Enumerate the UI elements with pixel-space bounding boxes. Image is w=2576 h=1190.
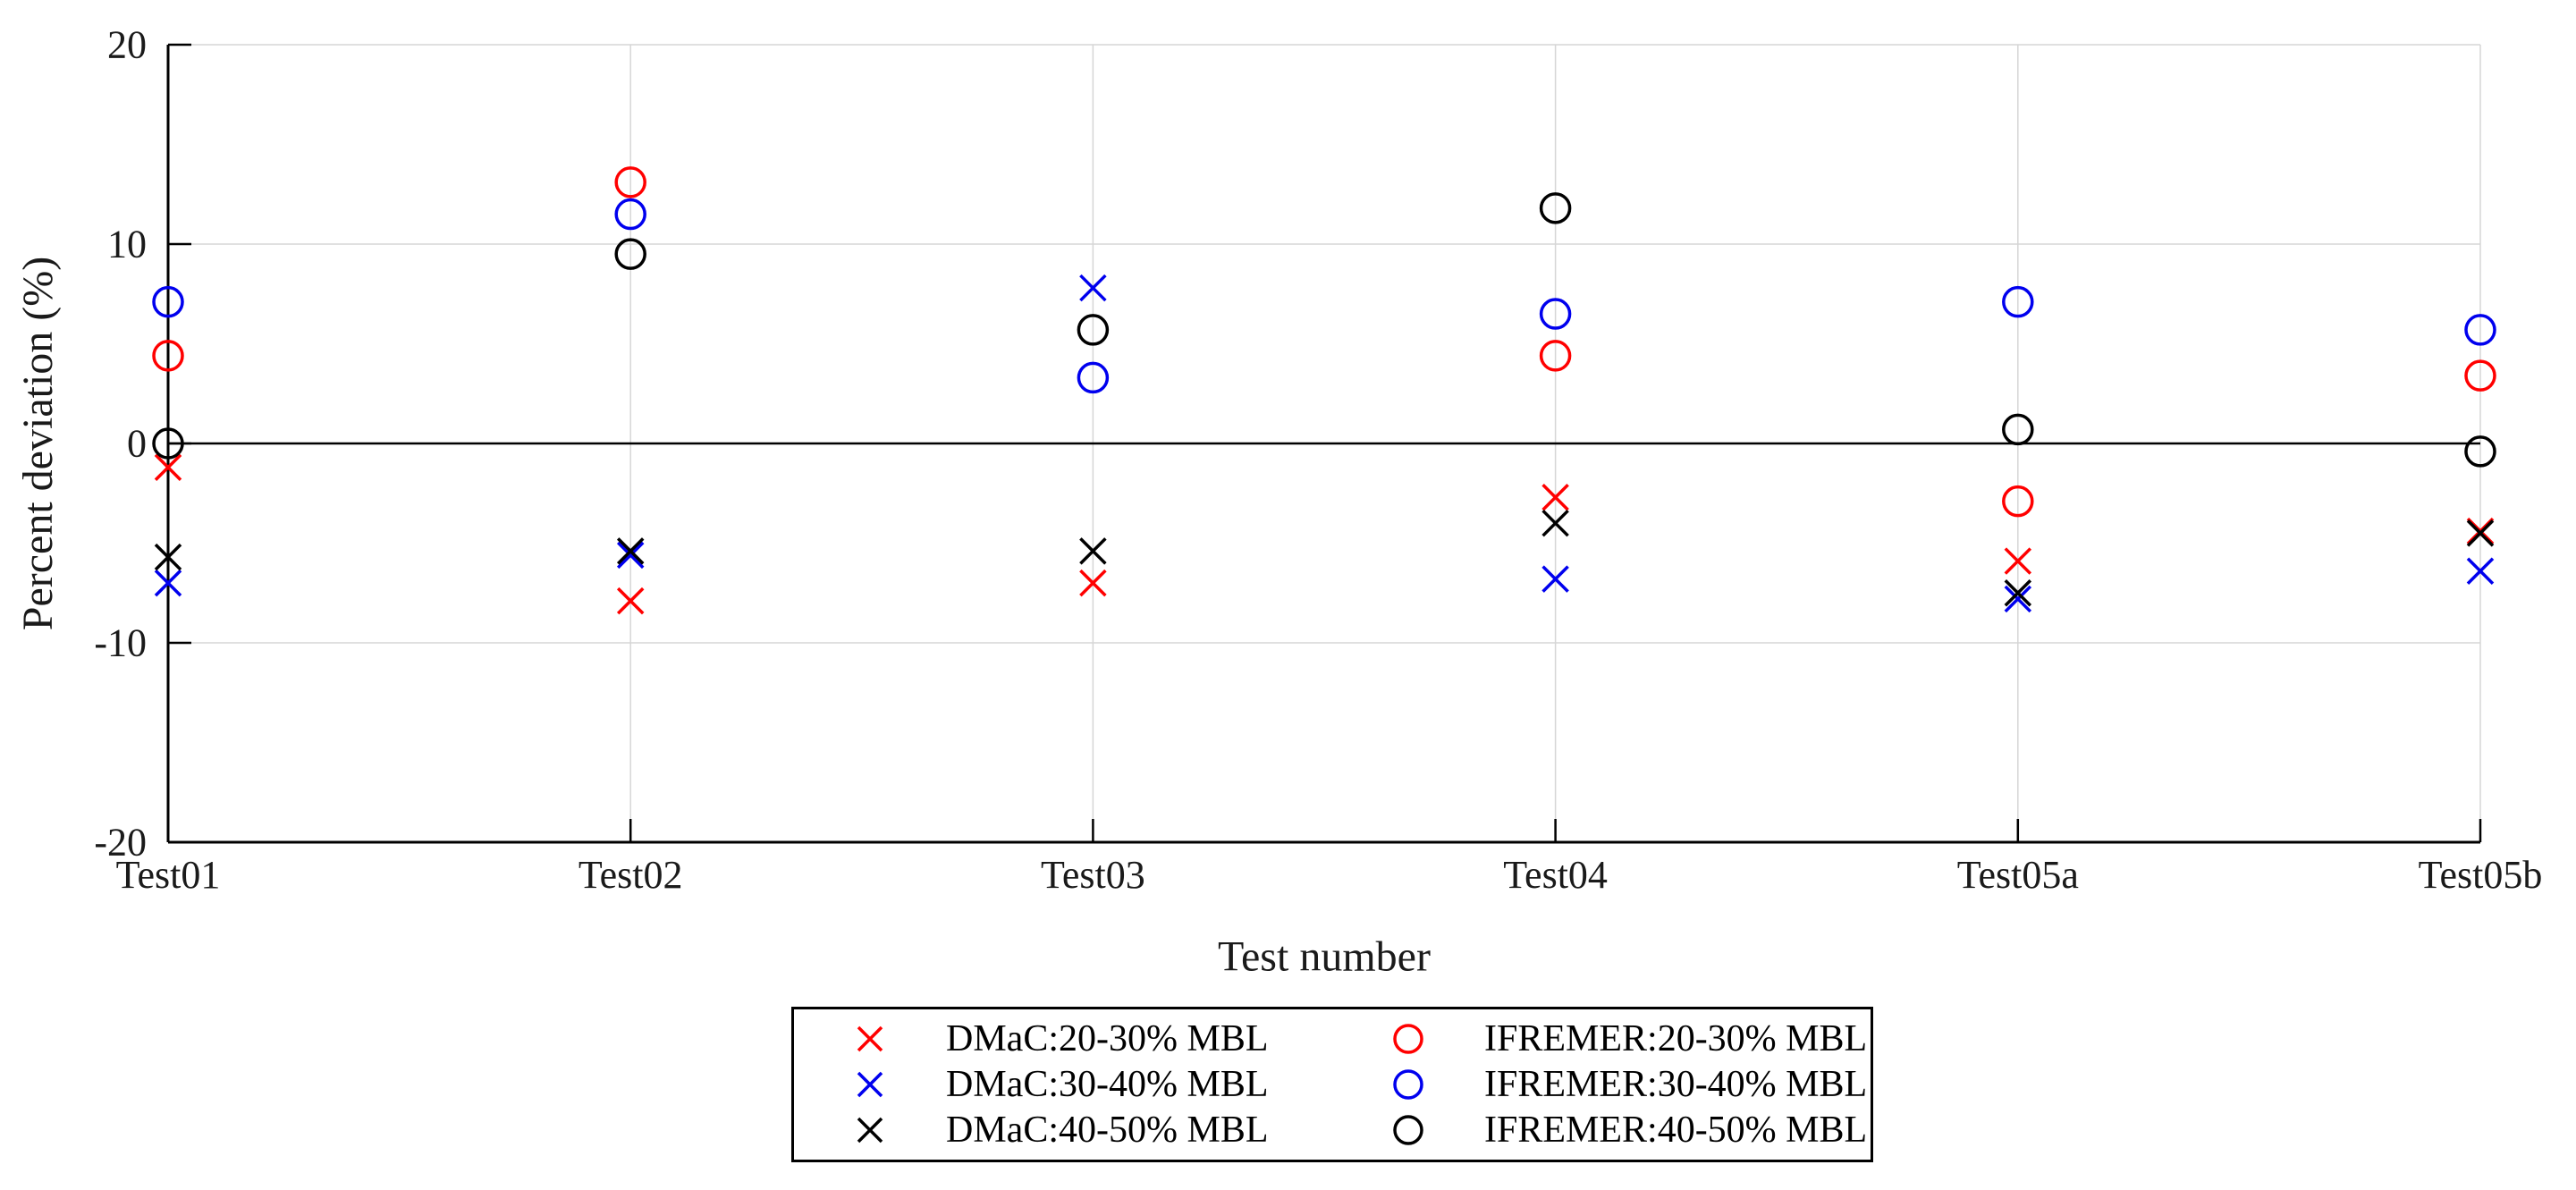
legend-item: IFREMER:20-30% MBL <box>1332 1017 1871 1062</box>
legend-box: DMaC:20-30% MBL DMaC:30-40% MBL DMaC:40-50… <box>791 1007 1873 1162</box>
legend-label: IFREMER:40-50% MBL <box>1484 1109 1868 1151</box>
circle-marker <box>614 238 646 270</box>
circle-marker <box>2002 285 2034 318</box>
legend-item: IFREMER:40-50% MBL <box>1332 1107 1871 1152</box>
series-dmac-20-30-mbl <box>154 453 2495 615</box>
circle-marker <box>1539 298 1572 330</box>
x-marker-icon <box>794 1017 946 1060</box>
x-tick-label: Test02 <box>579 853 683 897</box>
y-tick-label: -20 <box>94 821 147 865</box>
x-marker <box>1079 274 1107 302</box>
circle-marker-icon <box>1332 1109 1484 1152</box>
x-marker <box>154 543 182 571</box>
x-marker <box>1541 483 1569 511</box>
circle-marker <box>2002 413 2034 446</box>
legend-label: IFREMER:30-40% MBL <box>1484 1063 1868 1105</box>
series-ifremer-30-40-mbl <box>152 198 2496 394</box>
y-axis-title: Percent deviation (%) <box>14 257 62 631</box>
x-marker-icon <box>794 1109 946 1152</box>
circle-marker <box>2002 485 2034 518</box>
legend-x-glyph <box>857 1117 883 1143</box>
legend-x-glyph <box>857 1026 883 1052</box>
legend-item: DMaC:20-30% MBL <box>794 1017 1332 1062</box>
circle-marker-icon <box>1332 1017 1484 1060</box>
circle-marker <box>614 166 646 198</box>
legend-label: DMaC:20-30% MBL <box>946 1018 1269 1060</box>
x-marker <box>1079 569 1107 597</box>
circle-marker-icon <box>1332 1063 1484 1106</box>
circle-marker <box>2464 314 2496 346</box>
x-tick-label: Test03 <box>1041 853 1145 897</box>
x-marker <box>154 453 182 481</box>
x-axis-title: Test number <box>1218 933 1431 981</box>
x-marker <box>1541 565 1569 593</box>
x-tick-label: Test05b <box>2419 853 2543 897</box>
y-tick-label: 0 <box>127 422 147 466</box>
series-dmac-30-40-mbl <box>154 274 2495 613</box>
legend-circle-glyph <box>1393 1069 1423 1100</box>
legend-item: DMaC:30-40% MBL <box>794 1062 1332 1108</box>
x-marker <box>616 587 645 615</box>
circle-marker <box>1077 314 1110 346</box>
x-marker <box>1079 537 1107 565</box>
y-tick-label: 20 <box>107 23 147 67</box>
x-marker <box>154 569 182 597</box>
legend-marker-glyph <box>1393 1069 1423 1100</box>
x-marker <box>616 537 645 565</box>
x-marker <box>616 541 645 570</box>
x-marker <box>1541 509 1569 537</box>
x-tick-label: Test05a <box>1957 853 2079 897</box>
legend-x-glyph <box>857 1071 883 1098</box>
circle-marker <box>2464 359 2496 392</box>
x-marker <box>2004 579 2032 607</box>
y-tick-label: -10 <box>94 621 147 665</box>
x-tick-label: Test01 <box>116 853 221 897</box>
circle-marker <box>2464 435 2496 468</box>
legend-marker-glyph <box>857 1071 883 1098</box>
legend-marker-glyph <box>857 1117 883 1143</box>
series-ifremer-40-50-mbl <box>152 192 2496 468</box>
x-marker <box>2004 585 2032 613</box>
circle-marker <box>614 198 646 231</box>
circle-marker <box>152 427 184 460</box>
series-dmac-40-50-mbl <box>154 509 2495 607</box>
legend-marker-glyph <box>1393 1114 1423 1145</box>
legend-circle-glyph <box>1393 1024 1423 1055</box>
circle-marker <box>152 340 184 372</box>
legend-label: DMaC:40-50% MBL <box>946 1109 1269 1151</box>
x-tick-label: Test04 <box>1503 853 1608 897</box>
x-marker <box>2466 557 2495 585</box>
circle-marker <box>1077 361 1110 394</box>
circle-marker <box>1539 340 1572 372</box>
circle-marker <box>152 285 184 318</box>
legend-label: IFREMER:20-30% MBL <box>1484 1018 1868 1060</box>
legend-label: DMaC:30-40% MBL <box>946 1063 1269 1105</box>
legend-marker-glyph <box>857 1026 883 1052</box>
circle-marker <box>1539 192 1572 224</box>
legend-item: DMaC:40-50% MBL <box>794 1107 1332 1152</box>
legend-item: IFREMER:30-40% MBL <box>1332 1062 1871 1108</box>
y-tick-label: 10 <box>107 223 147 266</box>
x-marker <box>2004 547 2032 575</box>
legend-marker-glyph <box>1393 1024 1423 1055</box>
series-ifremer-20-30-mbl <box>152 166 2496 518</box>
x-marker <box>2466 519 2495 547</box>
x-marker-icon <box>794 1063 946 1106</box>
legend-circle-glyph <box>1393 1114 1423 1145</box>
